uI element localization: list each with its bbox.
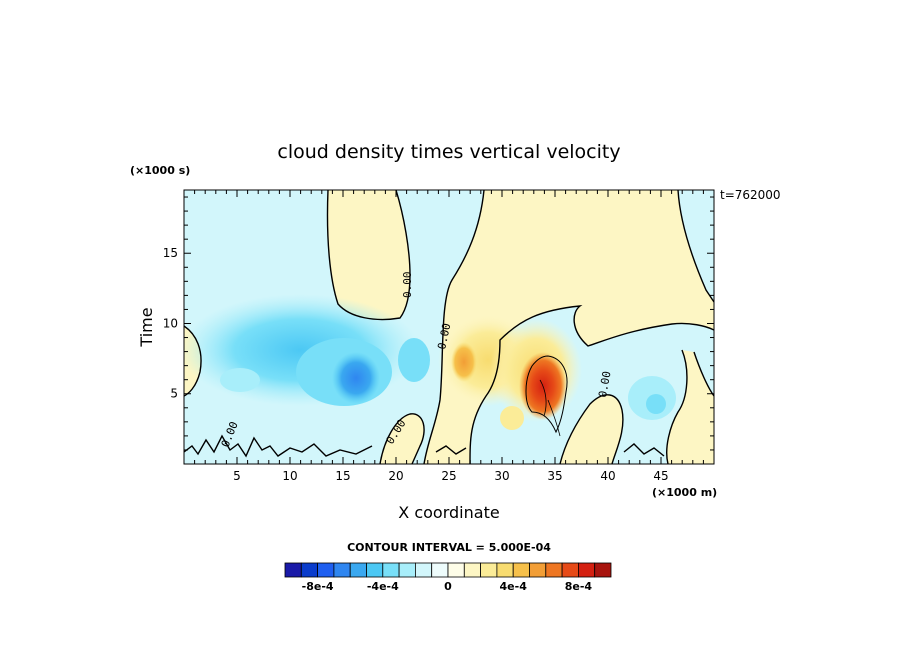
colorbar-swatch: [578, 562, 596, 578]
contour-interval-note: CONTOUR INTERVAL = 5.000E-04: [347, 541, 551, 554]
x-tick-label: 5: [233, 469, 241, 483]
colorbar-swatch: [382, 562, 400, 578]
colorbar-swatch: [317, 562, 335, 578]
colorbar-swatch: [414, 562, 433, 578]
colorbar-tick-label: -4e-4: [367, 580, 399, 593]
x-tick-label: 20: [388, 469, 403, 483]
x-axis-label: X coordinate: [398, 503, 499, 522]
positive-region-bottom-middle: [380, 413, 425, 464]
time-stamp: t=762000: [720, 188, 781, 202]
colorbar-swatch: [447, 562, 465, 578]
plot-area: 0.00 0.00 0.00 0.00 0.00: [184, 190, 714, 464]
x-tick-label: 15: [335, 469, 350, 483]
negative-feature-c: [398, 338, 430, 382]
colorbar-tick-label: 8e-4: [565, 580, 593, 593]
colorbar: -8e-4 -4e-4 0 4e-4 8e-4: [284, 562, 612, 593]
colorbar-swatch: [480, 562, 498, 578]
colorbar-swatch: [349, 562, 367, 578]
colorbar-tick-label: -8e-4: [302, 580, 334, 593]
y-unit-label: (×1000 s): [130, 164, 190, 177]
y-tick-label: 5: [170, 387, 178, 401]
zero-contours: [184, 190, 714, 464]
positive-feature-b: [451, 342, 477, 382]
colorbar-tick-label: 0: [444, 580, 452, 593]
x-tick-label: 35: [547, 469, 562, 483]
y-axis-label: Time: [137, 307, 156, 347]
y-tick-label: 15: [163, 246, 178, 260]
x-tick-label: 10: [282, 469, 297, 483]
x-axis-ticks: 5 10 15 20 25 30 35 40 45: [194, 190, 704, 483]
colorbar-swatch: [594, 562, 612, 578]
colorbar-swatch: [496, 562, 514, 578]
negative-feature-f: [646, 394, 666, 414]
contour-label: 0.00: [596, 370, 613, 398]
colorbar-swatch: [512, 562, 530, 578]
contour-line-inner: [539, 379, 561, 437]
positive-feature-e: [500, 406, 524, 430]
positive-region-upper-middle: [327, 190, 410, 320]
colorbar-swatch: [300, 562, 318, 578]
colorbar-swatch: [529, 562, 547, 578]
chart-title: cloud density times vertical velocity: [277, 141, 620, 163]
colorbar-swatch: [366, 562, 384, 578]
x-tick-label: 25: [441, 469, 456, 483]
negative-feature-d: [220, 368, 260, 392]
contour-line-core: [525, 355, 568, 434]
x-tick-label: 30: [494, 469, 509, 483]
negative-feature-b: [332, 352, 380, 404]
y-tick-label: 10: [163, 316, 178, 330]
contour-label: 0.00: [435, 322, 453, 351]
x-tick-label: 45: [653, 469, 668, 483]
colorbar-swatch: [463, 562, 481, 578]
colorbar-swatch: [545, 562, 563, 578]
colorbar-swatch: [284, 562, 302, 578]
colorbar-swatch: [398, 562, 416, 578]
positive-region-right: [666, 350, 714, 464]
colorbar-swatch: [333, 562, 351, 578]
colorbar-swatch: [561, 562, 579, 578]
positive-region-main: [424, 190, 714, 464]
y-axis-ticks: 5 10 15: [163, 196, 714, 451]
colorbar-swatch: [431, 562, 449, 578]
x-unit-label: (×1000 m): [652, 486, 717, 499]
colorbar-tick-label: 4e-4: [500, 580, 528, 593]
x-tick-label: 40: [600, 469, 615, 483]
contour-label: 0.00: [401, 272, 414, 299]
positive-region-bottom-right: [560, 394, 623, 464]
